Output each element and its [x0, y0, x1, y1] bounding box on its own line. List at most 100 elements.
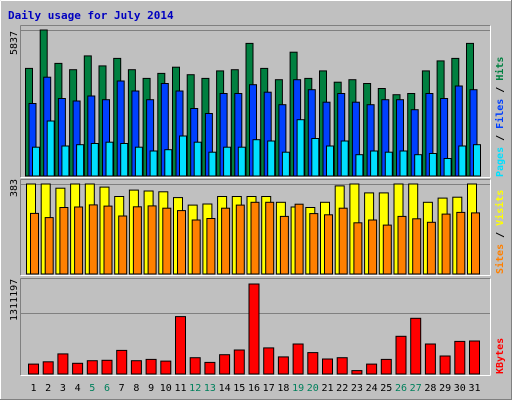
- x-tick-label: 17: [263, 383, 275, 394]
- x-tick-label: 27: [410, 383, 422, 394]
- x-tick-label: 30: [454, 383, 466, 394]
- kbytes-bar: [292, 343, 304, 375]
- kbytes-bar: [454, 340, 466, 375]
- legend-visits-sites: Sites / Visits: [494, 190, 506, 274]
- sites-bar: [206, 218, 216, 275]
- x-tick-label: 6: [104, 383, 110, 394]
- pages-bar: [105, 141, 114, 177]
- pages-bar: [208, 151, 217, 177]
- kbytes-bar: [116, 349, 128, 375]
- x-tick-label: 7: [119, 383, 125, 394]
- x-tick-label: 16: [248, 383, 260, 394]
- sites-bar: [162, 207, 172, 275]
- sites-bar: [235, 204, 245, 275]
- sites-bar: [397, 215, 407, 275]
- pages-bar: [193, 141, 202, 177]
- pages-bar: [473, 144, 481, 177]
- sites-bar: [118, 215, 128, 275]
- legend-pages: Pages: [495, 147, 506, 177]
- x-tick-label: 14: [219, 383, 231, 394]
- pages-bar: [399, 150, 408, 177]
- pages-bar: [179, 135, 187, 177]
- kbytes-bar: [42, 361, 54, 375]
- pages-bar: [458, 145, 467, 177]
- x-tick-label: 12: [189, 383, 201, 394]
- pages-bar: [223, 146, 232, 177]
- bars-layer: [25, 29, 481, 375]
- pages-bar: [32, 146, 40, 177]
- legend-sep-2: /: [495, 81, 506, 99]
- sites-bar: [103, 205, 113, 275]
- sites-bar: [177, 210, 186, 275]
- legend-hits: Hits: [494, 57, 506, 81]
- kbytes-bar: [277, 356, 289, 375]
- pages-bar: [267, 140, 276, 177]
- pages-bar: [414, 154, 423, 177]
- x-tick-label: 20: [307, 383, 319, 394]
- sites-bar: [324, 214, 333, 275]
- sites-bar: [44, 217, 54, 275]
- x-tick-label: 18: [277, 383, 289, 394]
- kbytes-bar: [263, 347, 275, 375]
- x-tick-label: 5: [89, 383, 95, 394]
- kbytes-bar: [204, 361, 216, 375]
- kbytes-bar: [189, 357, 201, 375]
- kbytes-bar: [219, 354, 231, 375]
- sites-bar: [221, 207, 231, 275]
- sites-bar: [309, 213, 319, 275]
- x-tick-label: 13: [204, 383, 216, 394]
- legend-visits: Visits: [494, 190, 506, 226]
- kbytes-bar: [175, 316, 186, 375]
- kbytes-bar: [145, 358, 157, 375]
- sites-bar: [88, 204, 98, 275]
- pages-bar: [384, 151, 393, 177]
- x-tick-label: 21: [321, 383, 333, 394]
- legend-sep-3: /: [495, 226, 506, 244]
- x-tick-label: 26: [395, 383, 407, 394]
- sites-bar: [265, 201, 275, 275]
- y-max-label-visits: 383: [9, 179, 20, 197]
- legend-sep-1: /: [495, 129, 506, 147]
- sites-bar: [353, 222, 363, 275]
- x-tick-label: 22: [336, 383, 348, 394]
- kbytes-bar: [410, 317, 422, 375]
- y-max-label-hits: 5837: [9, 31, 20, 55]
- pages-bar: [281, 151, 290, 177]
- legend-sites: Sites: [494, 244, 506, 274]
- kbytes-bar: [160, 360, 172, 375]
- x-tick-label: 15: [233, 383, 245, 394]
- x-tick-label: 25: [380, 383, 392, 394]
- kbytes-bar: [130, 360, 142, 375]
- x-tick-label: 10: [160, 383, 172, 394]
- y-max-label-kbytes: 1311197: [9, 279, 20, 321]
- sites-bar: [456, 211, 466, 275]
- x-tick-label: 31: [468, 383, 480, 394]
- legend-hits-files-pages: Pages / Files / Hits: [494, 57, 506, 177]
- x-tick-label: 29: [439, 383, 451, 394]
- pages-bar: [326, 145, 334, 177]
- pages-bar: [340, 140, 349, 177]
- kbytes-bar: [395, 335, 407, 375]
- x-tick-label: 11: [174, 383, 186, 394]
- kbytes-bar: [336, 357, 348, 375]
- pages-bar: [355, 154, 364, 177]
- sites-bar: [191, 219, 201, 275]
- sites-bar: [250, 201, 260, 275]
- kbytes-bar: [351, 370, 363, 375]
- pages-bar: [134, 146, 143, 177]
- sites-bar: [338, 207, 348, 275]
- kbytes-bar: [101, 359, 113, 375]
- kbytes-bar: [28, 363, 39, 375]
- pages-bar: [443, 158, 452, 177]
- x-tick-label: 8: [133, 383, 139, 394]
- kbytes-bar: [86, 360, 98, 375]
- sites-bar: [279, 215, 289, 275]
- sites-bar: [147, 205, 157, 275]
- pages-bar: [164, 149, 173, 177]
- pages-bar: [311, 138, 320, 177]
- x-tick-label: 1: [30, 383, 36, 394]
- kbytes-bar: [248, 283, 260, 375]
- pages-bar: [61, 145, 70, 177]
- chart-title: Daily usage for July 2014: [8, 9, 174, 22]
